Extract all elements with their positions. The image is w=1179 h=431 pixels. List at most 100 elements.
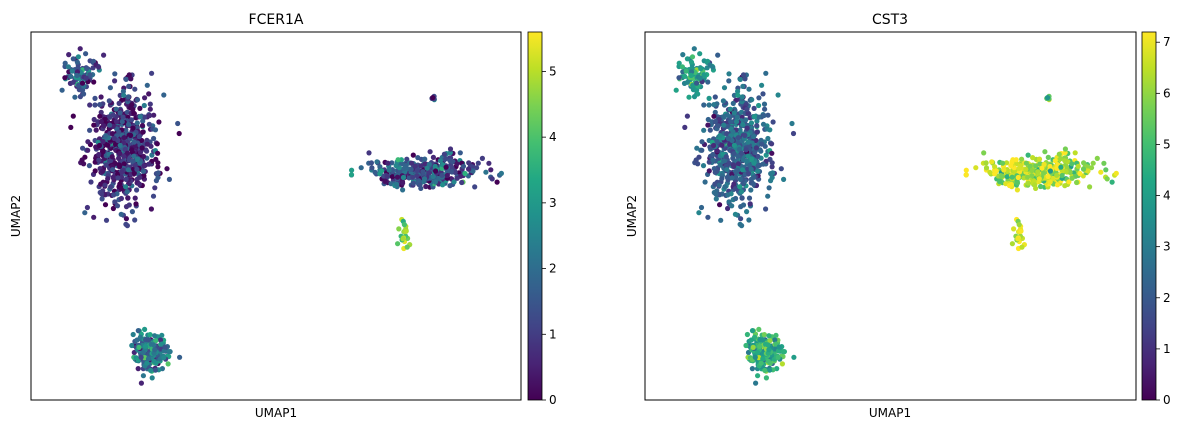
data-point: [733, 195, 739, 202]
data-point: [164, 166, 170, 172]
data-point: [779, 361, 786, 367]
data-point: [748, 187, 754, 193]
data-point: [412, 163, 418, 169]
plot-frame: [30, 31, 522, 401]
data-point: [145, 356, 152, 362]
data-point: [92, 168, 98, 174]
data-point: [134, 120, 140, 126]
data-point: [396, 226, 402, 232]
data-point: [735, 92, 741, 98]
data-point: [91, 214, 97, 220]
data-point: [76, 82, 82, 88]
data-point: [765, 135, 771, 142]
data-point: [743, 117, 749, 123]
data-point: [1027, 163, 1033, 169]
data-point: [366, 150, 372, 156]
data-point: [1045, 154, 1051, 160]
data-point: [729, 203, 735, 209]
data-point: [138, 354, 144, 360]
data-point: [772, 337, 778, 343]
data-point: [696, 210, 702, 216]
data-point: [1016, 222, 1022, 228]
colorbar-tick-label: 3: [1163, 240, 1171, 254]
data-point: [466, 160, 472, 166]
data-point: [101, 52, 107, 58]
data-point: [745, 153, 751, 159]
data-point: [1030, 155, 1036, 161]
data-point: [755, 153, 761, 159]
data-point: [713, 196, 719, 202]
data-point: [731, 142, 738, 148]
data-point: [1037, 161, 1043, 167]
data-point: [62, 75, 68, 81]
data-point: [714, 168, 720, 174]
data-point: [87, 102, 93, 108]
data-point: [750, 344, 756, 350]
data-point: [177, 354, 183, 360]
data-point: [70, 79, 76, 85]
data-point: [142, 95, 148, 101]
data-point: [781, 176, 787, 182]
data-point: [989, 159, 995, 165]
data-point: [107, 122, 113, 128]
data-point: [1023, 166, 1029, 172]
data-point: [382, 178, 388, 184]
data-point: [684, 79, 691, 85]
data-point: [166, 349, 172, 355]
data-point: [770, 119, 776, 125]
data-point: [1033, 163, 1039, 169]
data-point: [128, 76, 134, 82]
data-point: [147, 112, 153, 119]
colorbar-ticks: 0 1 2 3 4 5 6 7: [1156, 35, 1171, 407]
data-point: [684, 56, 691, 62]
data-point: [698, 204, 705, 211]
data-point: [121, 161, 127, 167]
data-point: [132, 162, 138, 168]
data-point: [751, 181, 757, 187]
data-point: [400, 174, 407, 181]
data-point: [101, 123, 107, 129]
data-point: [129, 342, 135, 349]
data-point: [131, 139, 137, 145]
data-point: [753, 145, 760, 151]
data-point: [86, 163, 92, 169]
data-point: [449, 164, 455, 171]
data-point: [735, 161, 742, 167]
data-point: [997, 178, 1003, 184]
data-point: [136, 344, 142, 350]
data-point: [963, 167, 969, 173]
data-point: [769, 164, 775, 170]
plot-frame: [644, 31, 1137, 401]
data-point: [414, 173, 420, 179]
data-point: [981, 150, 987, 156]
data-point: [748, 120, 755, 126]
data-point: [379, 168, 385, 174]
data-point: [694, 80, 700, 86]
data-point: [726, 199, 732, 205]
data-point: [721, 85, 728, 91]
data-point: [715, 123, 721, 129]
data-point: [420, 169, 426, 175]
data-point: [775, 92, 781, 98]
data-point: [83, 75, 89, 81]
data-point: [1054, 182, 1061, 188]
data-point: [349, 167, 355, 173]
data-point: [1018, 228, 1024, 234]
data-point: [711, 113, 717, 119]
colorbar-tick-label: 5: [1163, 137, 1171, 151]
data-point: [389, 160, 395, 166]
data-point: [751, 160, 757, 166]
data-point: [437, 158, 443, 164]
data-point: [1004, 160, 1010, 166]
data-point: [1004, 174, 1010, 180]
data-point: [1081, 166, 1087, 172]
data-point: [731, 151, 737, 157]
data-point: [162, 344, 168, 350]
data-point: [110, 167, 116, 173]
data-point: [103, 133, 109, 139]
data-point: [466, 166, 472, 172]
data-point: [730, 155, 736, 161]
chart-title: CST3: [872, 12, 908, 28]
data-point: [144, 141, 150, 147]
data-point: [689, 54, 696, 60]
